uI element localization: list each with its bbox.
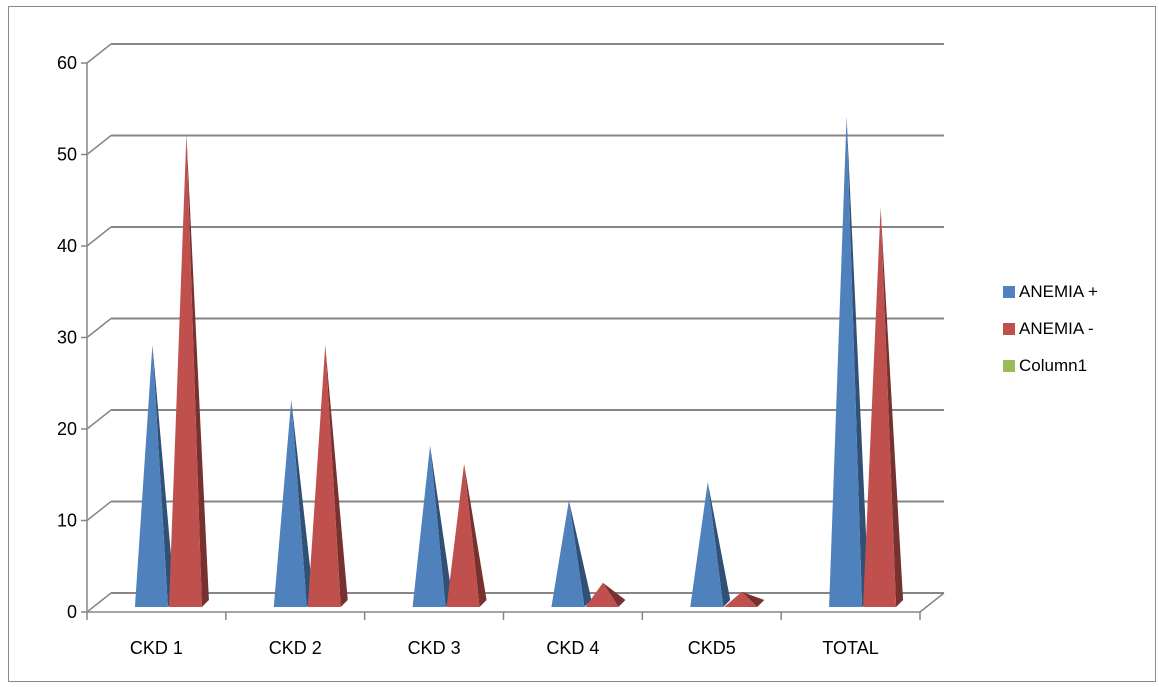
gridline [86, 317, 944, 339]
legend-swatch [1003, 323, 1015, 335]
floor-right-edge [919, 592, 945, 613]
bars [134, 116, 904, 608]
gridline [86, 134, 944, 156]
legend-item: Column1 [1003, 356, 1087, 375]
x-tick-label: CKD5 [688, 638, 736, 658]
y-tick-label: 20 [57, 419, 77, 439]
bar-anemia-5 [863, 207, 904, 608]
bar-anemia-3 [551, 500, 592, 607]
legend-label: ANEMIA - [1019, 319, 1094, 338]
bar-anemia-0 [134, 344, 175, 607]
gridline [86, 43, 944, 64]
bar-anemia-2 [446, 463, 487, 607]
bar-anemia-3 [585, 582, 626, 607]
legend-label: ANEMIA + [1019, 282, 1098, 301]
x-tick-label: CKD 3 [408, 638, 461, 658]
bar-anemia-1 [273, 399, 314, 607]
y-tick-label: 0 [67, 602, 77, 622]
legend-item: ANEMIA + [1003, 282, 1098, 301]
y-tick-label: 10 [57, 511, 77, 531]
x-tick-label: CKD 4 [546, 638, 599, 658]
y-tick-label: 60 [57, 53, 77, 73]
y-tick-label: 50 [57, 145, 77, 165]
gridline [86, 226, 944, 247]
gridline [86, 592, 944, 613]
legend-label: Column1 [1019, 356, 1087, 375]
y-tick-label: 40 [57, 236, 77, 256]
legend-swatch [1003, 360, 1015, 372]
bar-anemia-5 [829, 116, 870, 608]
bar-anemia-4 [690, 482, 731, 607]
x-tick-label: CKD 1 [130, 638, 183, 658]
bar-anemia-2 [412, 445, 453, 607]
bar-anemia-0 [168, 134, 209, 607]
gridline [86, 500, 944, 522]
x-tick-labels: CKD 1 CKD 2 CKD 3 CKD 4 CKD5 TOTAL [130, 638, 879, 658]
gridlines [86, 43, 944, 613]
bar-anemia-1 [307, 344, 348, 607]
y-tick-labels: 0 10 20 30 40 50 60 [57, 53, 77, 622]
bar-anemia-4 [724, 591, 765, 607]
legend-swatch [1003, 286, 1015, 298]
x-tick-label: TOTAL [822, 638, 878, 658]
axes [81, 62, 945, 620]
y-tick-label: 30 [57, 328, 77, 348]
gridline [86, 409, 944, 430]
legend-item: ANEMIA - [1003, 319, 1094, 338]
x-tick-label: CKD 2 [269, 638, 322, 658]
legend: ANEMIA + ANEMIA - Column1 [1003, 282, 1098, 375]
